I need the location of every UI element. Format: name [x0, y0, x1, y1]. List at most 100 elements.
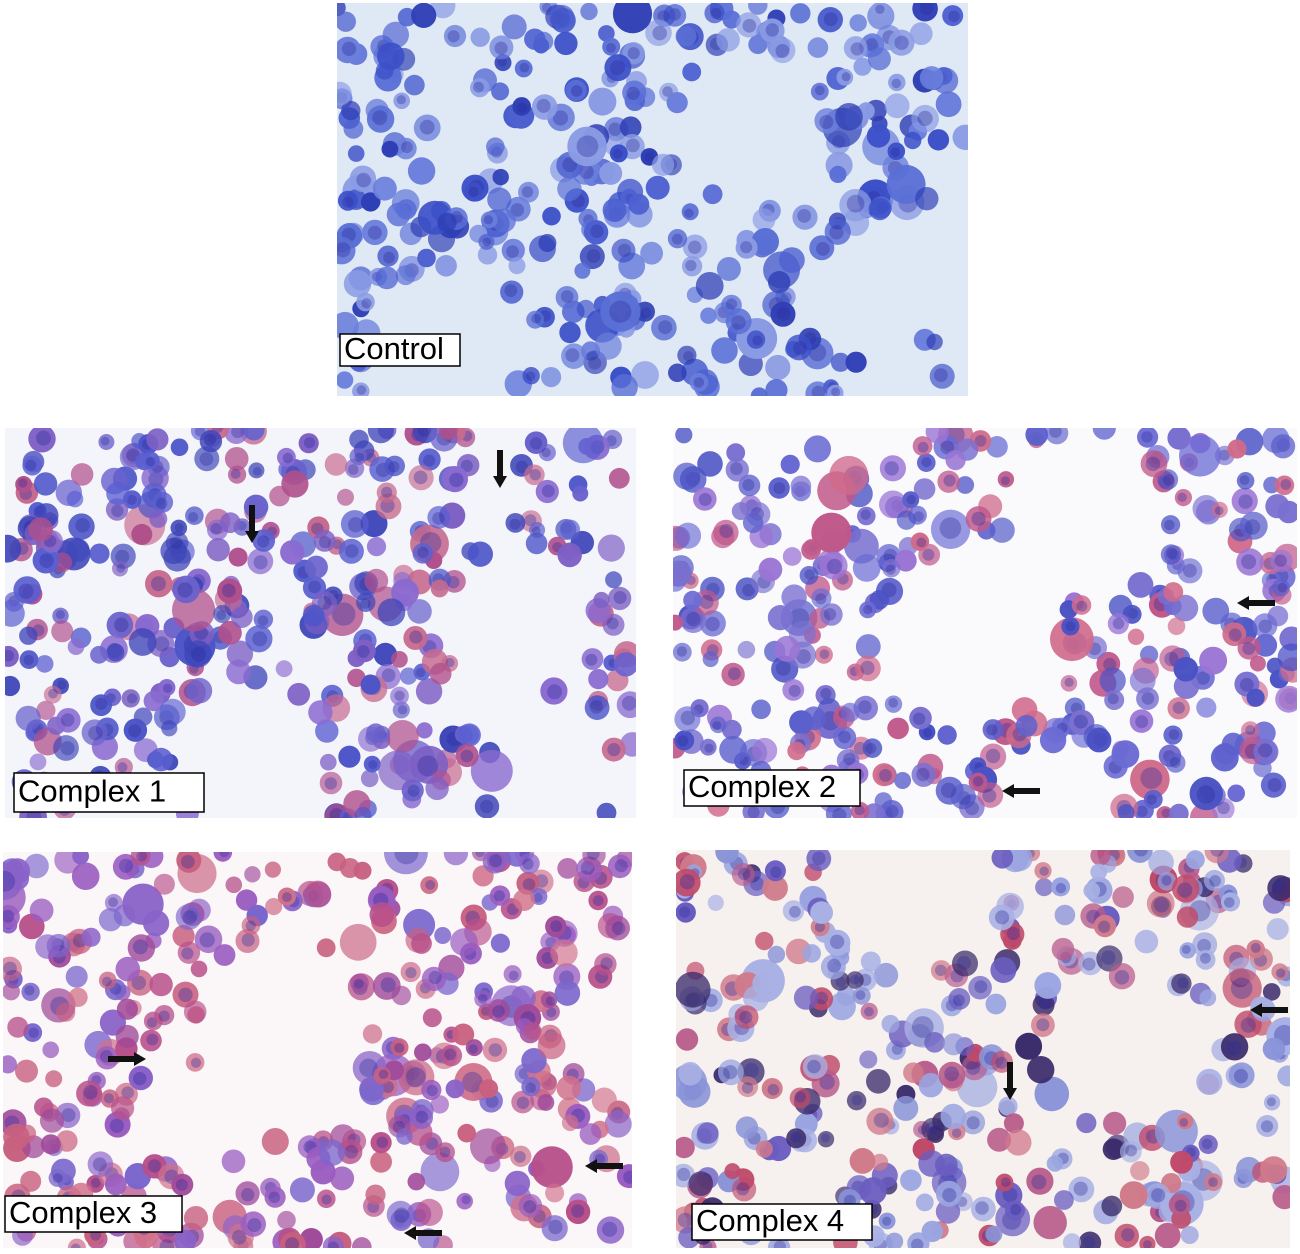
cell-nucleus — [128, 724, 142, 738]
cell-nucleus — [146, 1017, 158, 1028]
cell — [390, 1038, 409, 1057]
cell — [602, 613, 625, 636]
cell-nucleus — [103, 1093, 114, 1104]
cell — [516, 871, 540, 895]
cell — [616, 691, 636, 719]
cell-nucleus — [170, 536, 183, 549]
cell — [241, 916, 261, 935]
cell-nucleus — [894, 35, 909, 50]
cell-nucleus — [488, 1043, 502, 1057]
cell-nucleus — [388, 461, 400, 473]
cell — [392, 701, 410, 719]
cell — [611, 238, 636, 263]
cell-nucleus — [39, 553, 54, 568]
cell-nucleus — [885, 564, 896, 575]
cell — [817, 1131, 835, 1148]
cell-nucleus — [1266, 1097, 1276, 1107]
cell — [445, 1079, 465, 1099]
cell-nucleus — [934, 368, 948, 382]
cell — [71, 862, 100, 890]
cell-nucleus — [680, 710, 695, 726]
cell — [418, 448, 441, 471]
cell-nucleus — [600, 957, 613, 970]
cell — [470, 27, 490, 47]
cell — [48, 1169, 67, 1187]
cell-nucleus — [819, 649, 830, 660]
cell-nucleus — [182, 910, 197, 925]
cell — [750, 387, 768, 396]
cell-nucleus — [158, 1010, 170, 1022]
cell — [674, 522, 702, 549]
cell-nucleus — [916, 767, 930, 782]
cell-nucleus — [688, 240, 702, 254]
cell-nucleus — [919, 3, 934, 16]
cell-nucleus — [571, 1204, 585, 1218]
cell — [318, 1139, 346, 1166]
arrow-head — [404, 1226, 416, 1240]
cell — [1015, 714, 1038, 737]
cell-nucleus — [1006, 926, 1021, 941]
cell — [579, 244, 605, 270]
cell-nucleus — [1197, 938, 1211, 953]
cell — [835, 103, 863, 131]
cell — [1026, 1167, 1054, 1195]
cell — [510, 1145, 532, 1168]
cell-nucleus — [606, 617, 619, 630]
cell — [487, 187, 512, 212]
cell-nucleus — [831, 387, 841, 396]
cell-nucleus — [361, 298, 372, 309]
cell — [1003, 1113, 1024, 1134]
cell-nucleus — [317, 596, 332, 610]
cell — [790, 3, 811, 24]
cell-nucleus — [775, 660, 791, 676]
cell — [1222, 968, 1262, 1008]
cell — [66, 490, 84, 508]
cell — [226, 640, 254, 667]
cell — [116, 998, 138, 1020]
cell — [557, 858, 579, 879]
cell — [860, 1002, 878, 1020]
cell — [1033, 1205, 1067, 1240]
arrow-head — [1002, 784, 1014, 798]
cell-nucleus — [1073, 714, 1088, 729]
cell — [588, 669, 609, 690]
cell — [1127, 572, 1154, 598]
cell — [594, 332, 622, 360]
cell — [911, 104, 939, 133]
cell-nucleus — [394, 852, 419, 865]
cell — [19, 626, 38, 645]
cell — [1104, 690, 1125, 710]
cell-nucleus — [353, 978, 364, 989]
cell — [531, 94, 558, 120]
cell — [1192, 932, 1218, 958]
cell — [767, 605, 794, 631]
cell — [174, 1230, 197, 1248]
cell — [1249, 655, 1266, 672]
cell-nucleus — [1151, 1188, 1166, 1203]
cell-nucleus — [55, 610, 65, 620]
cell-nucleus — [617, 243, 632, 257]
cell-nucleus — [394, 1043, 405, 1053]
cell — [1237, 636, 1261, 660]
cell-nucleus — [1267, 778, 1282, 792]
cell — [849, 14, 867, 32]
cell — [56, 1002, 76, 1022]
cell-nucleus — [413, 470, 428, 485]
cell — [824, 218, 851, 245]
cell-nucleus — [493, 890, 505, 902]
cell — [852, 986, 871, 1005]
cell — [961, 1110, 986, 1135]
cell-nucleus — [767, 1083, 780, 1096]
cell — [930, 509, 971, 549]
cell — [824, 929, 851, 956]
cell — [313, 529, 336, 552]
cell-nucleus — [1112, 617, 1125, 630]
cell — [281, 470, 309, 498]
cell-nucleus — [83, 1085, 98, 1100]
cell — [183, 1000, 207, 1024]
cell-nucleus — [609, 300, 632, 323]
cell — [792, 204, 818, 230]
cell-nucleus — [679, 906, 691, 918]
cell — [70, 463, 94, 486]
cell — [504, 1170, 531, 1197]
